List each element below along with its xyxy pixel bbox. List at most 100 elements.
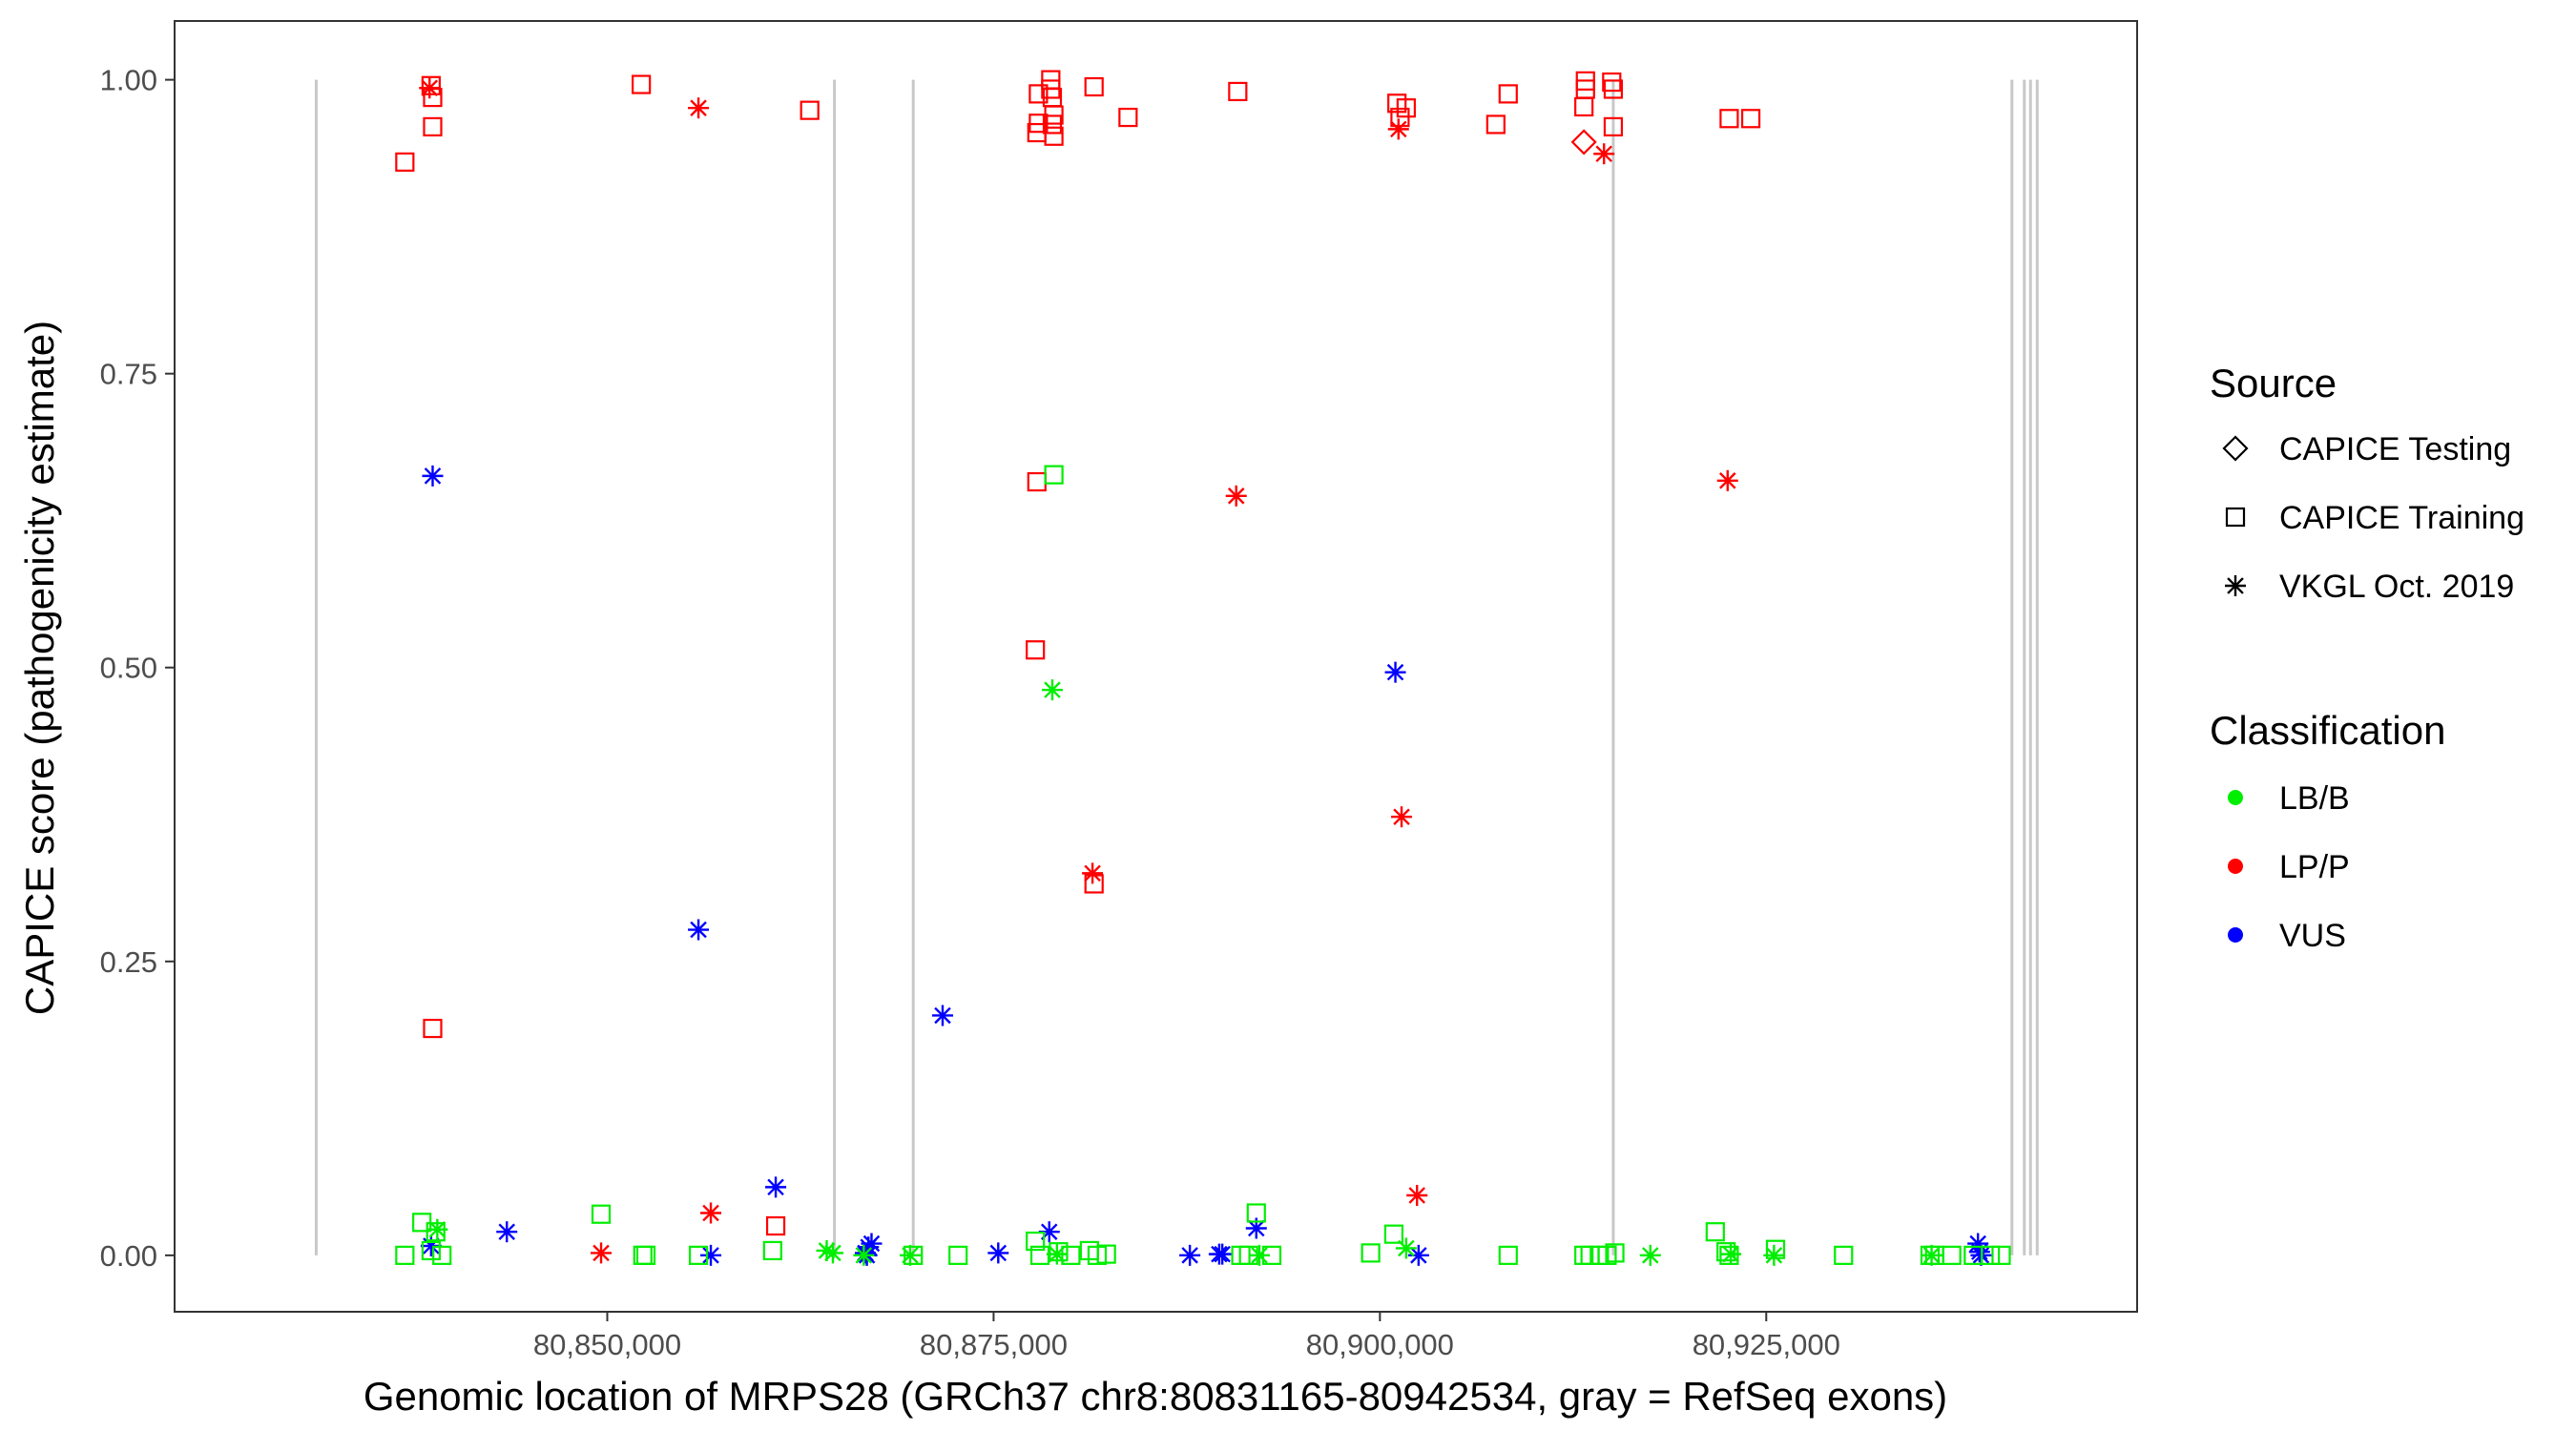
y-tick-label: 0.50 <box>100 652 157 685</box>
data-point <box>395 152 415 172</box>
data-point <box>1225 485 1247 507</box>
data-point <box>1026 1231 1046 1252</box>
data-point <box>1384 661 1406 683</box>
y-tick-label: 1.00 <box>100 64 157 97</box>
data-point <box>1096 1244 1116 1264</box>
data-point <box>987 1242 1009 1264</box>
data-point <box>1603 79 1624 99</box>
data-point <box>948 1245 968 1265</box>
legend-classification-label: LB/B <box>2279 780 2350 817</box>
legend-key-dot <box>2228 927 2243 943</box>
data-point <box>800 100 820 120</box>
data-point <box>591 1204 612 1224</box>
data-point <box>1485 114 1506 135</box>
data-point <box>1179 1244 1201 1266</box>
data-point <box>1605 1243 1625 1263</box>
data-point <box>632 74 652 94</box>
data-point <box>1574 96 1594 117</box>
data-point <box>1044 465 1064 485</box>
data-point <box>1391 806 1413 828</box>
x-tick-label: 80,925,000 <box>1693 1328 1840 1361</box>
data-point <box>1029 1245 1050 1265</box>
legend-classification-title: Classification <box>2210 708 2445 753</box>
data-point <box>1763 1244 1785 1266</box>
x-tick-label: 80,875,000 <box>920 1328 1068 1361</box>
y-tick-label: 0.25 <box>100 945 157 979</box>
y-axis-title: CAPICE score (pathogenicity estimate) <box>17 321 62 1015</box>
data-point <box>1212 1243 1234 1265</box>
exon-lines <box>314 79 2039 1255</box>
data-point <box>1049 1242 1069 1262</box>
data-point <box>1044 126 1064 146</box>
x-axis-title: Genomic location of MRPS28 (GRCh37 chr8:… <box>364 1374 1947 1419</box>
data-point <box>1719 109 1739 129</box>
data-point <box>426 1222 446 1242</box>
data-point <box>688 97 710 119</box>
data-point <box>1042 114 1063 135</box>
y-tick-label: 0.00 <box>100 1239 157 1273</box>
data-point <box>591 1242 613 1264</box>
legend-classification-label: VUS <box>2279 918 2346 954</box>
data-point <box>1046 1243 1068 1265</box>
legend-key-dot <box>2228 790 2243 805</box>
legend: Source CAPICE Testing CAPICE Training VKGL … <box>2210 361 2524 954</box>
data-point <box>1498 84 1518 104</box>
data-point <box>1942 1245 1962 1265</box>
plot-panel-border <box>174 20 2138 1313</box>
data-point <box>1383 1224 1404 1244</box>
data-point <box>1246 1203 1266 1223</box>
data-point <box>1228 81 1248 102</box>
data-point <box>422 465 444 487</box>
legend-key-diamond <box>2222 435 2249 462</box>
data-point <box>1361 1243 1381 1263</box>
data-point <box>1028 84 1049 104</box>
data-point <box>496 1221 518 1243</box>
data-point <box>1387 118 1409 140</box>
data-point <box>423 116 443 137</box>
data-point <box>423 1018 443 1039</box>
data-point <box>1593 143 1615 165</box>
data-point <box>1498 1245 1518 1265</box>
data-point <box>1026 640 1046 660</box>
data-point <box>1921 1244 1942 1266</box>
data-point <box>1639 1244 1661 1266</box>
data-point <box>688 1245 709 1265</box>
data-points <box>395 70 2011 1266</box>
data-point <box>1061 1245 1081 1265</box>
data-point <box>1041 679 1063 701</box>
data-point <box>1082 862 1104 884</box>
data-point <box>1084 76 1104 97</box>
data-point <box>1396 98 1416 118</box>
data-point <box>1570 129 1597 156</box>
data-point <box>635 1245 656 1265</box>
data-point <box>432 1245 452 1265</box>
data-point <box>426 1218 448 1240</box>
data-point <box>1968 1241 1990 1263</box>
data-point <box>1716 469 1738 491</box>
x-tick-label: 80,900,000 <box>1306 1328 1454 1361</box>
legend-classification-label: LP/P <box>2279 849 2350 885</box>
legend-key-dot <box>2228 859 2243 874</box>
legend-source-label: CAPICE Testing <box>2279 431 2511 467</box>
legend-key-square <box>2225 507 2246 528</box>
data-point <box>700 1244 722 1266</box>
data-point <box>1395 1237 1417 1259</box>
data-point <box>1740 109 1761 129</box>
data-point <box>700 1202 722 1224</box>
data-point <box>931 1005 953 1027</box>
data-point <box>1118 107 1138 128</box>
axes: 0.00 0.25 0.50 0.75 1.00 80,850,000 80,875,000… <box>100 64 1840 1361</box>
data-point <box>1406 1185 1428 1207</box>
data-point <box>1834 1245 1854 1265</box>
data-point <box>688 919 710 941</box>
data-point <box>762 1240 782 1261</box>
data-point <box>1720 1243 1742 1265</box>
legend-key-asterisk <box>2225 575 2246 596</box>
data-point <box>821 1242 843 1264</box>
legend-source-title: Source <box>2210 361 2337 405</box>
data-point <box>899 1244 921 1266</box>
data-point <box>395 1245 415 1265</box>
data-point <box>421 1240 441 1261</box>
